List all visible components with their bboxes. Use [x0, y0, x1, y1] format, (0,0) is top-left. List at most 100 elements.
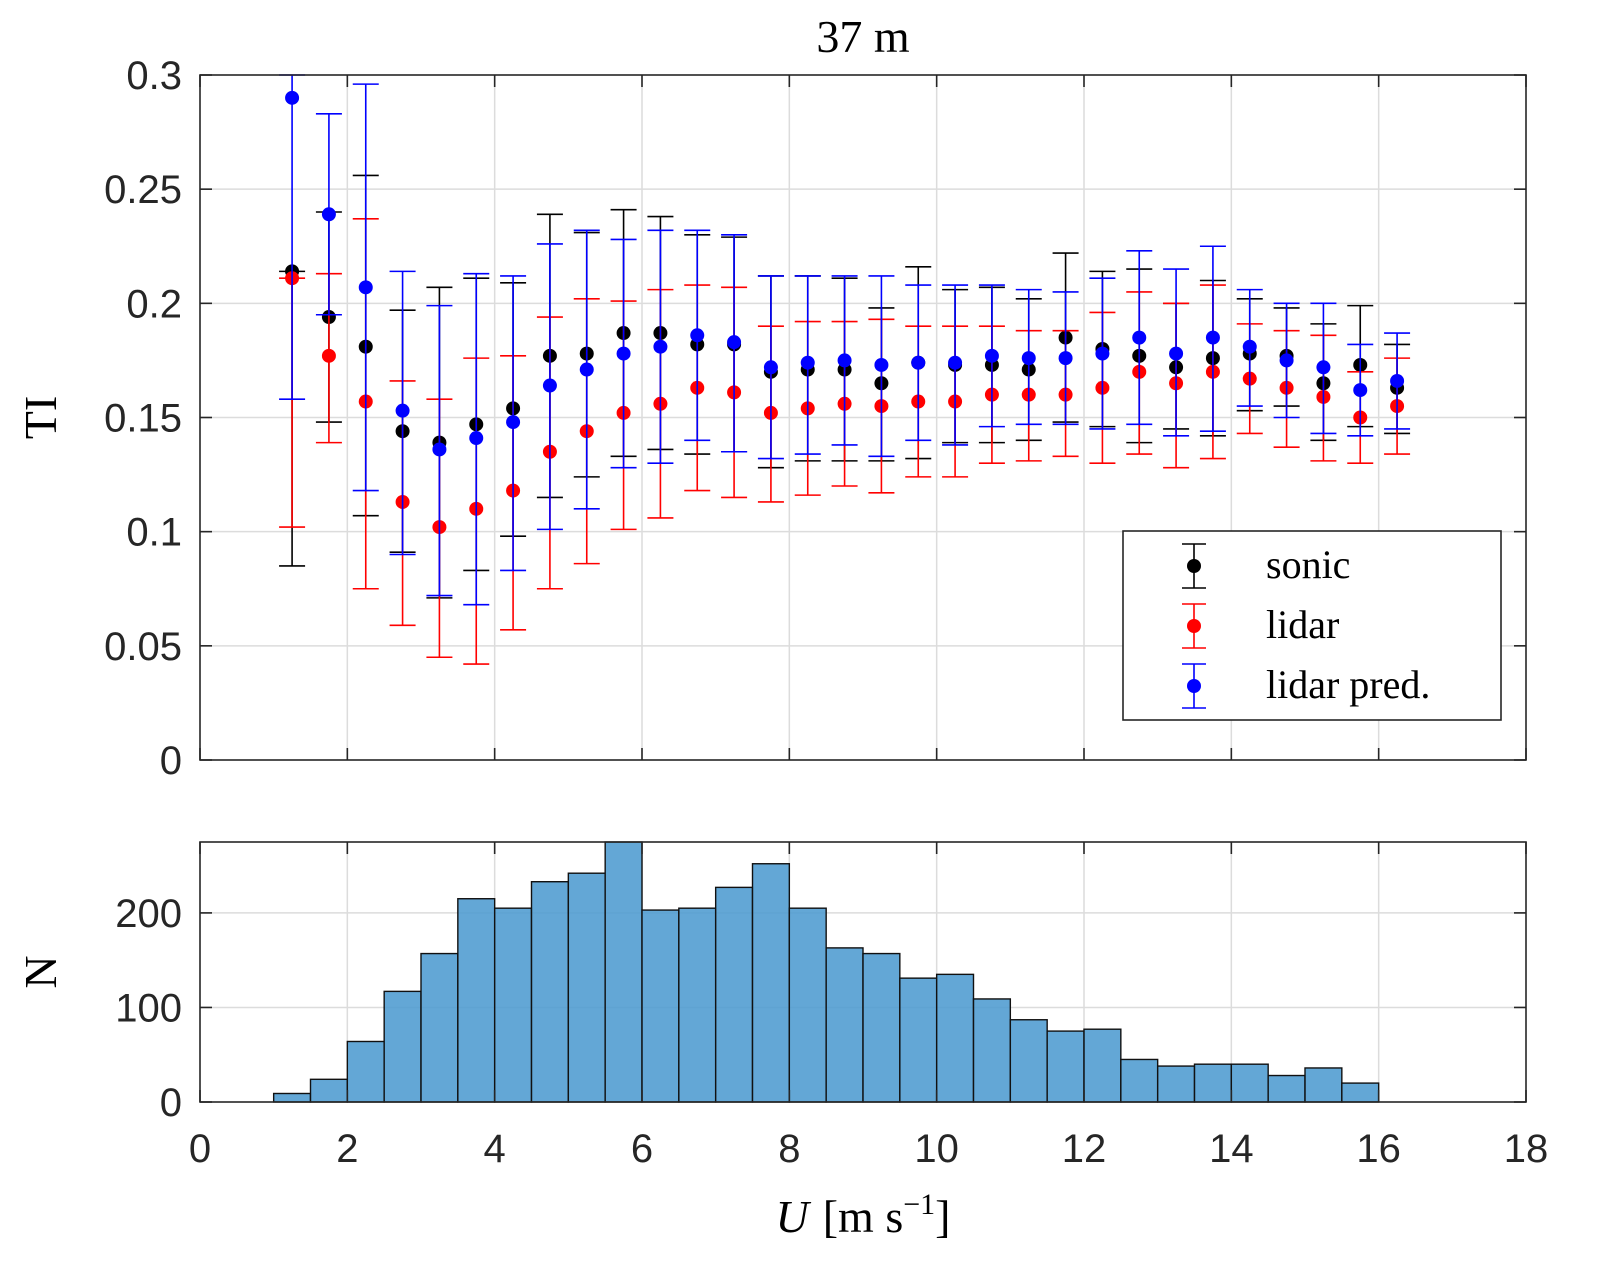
data-point	[1353, 383, 1368, 398]
data-point	[653, 339, 668, 354]
ti-y-tick-label: 0.05	[104, 625, 182, 669]
histogram-bar	[751, 863, 791, 1103]
data-point	[1279, 353, 1294, 368]
data-point	[1242, 339, 1257, 354]
histogram-bar	[1267, 1074, 1306, 1103]
histogram-bar	[1304, 1067, 1343, 1103]
x-tick-label: 16	[1356, 1127, 1401, 1171]
x-tick-label: 4	[484, 1127, 506, 1171]
histogram-y-tick-label: 100	[115, 986, 182, 1030]
x-tick-label: 2	[336, 1127, 358, 1171]
data-point	[1058, 351, 1073, 366]
x-axis-label: U [m s−1]	[776, 1188, 951, 1242]
data-point	[506, 415, 521, 430]
x-axis-label-unit: [m s	[823, 1191, 904, 1242]
histogram-bar	[641, 909, 680, 1103]
legend-label: lidar	[1266, 602, 1339, 647]
histogram-y-axis-label: N	[15, 955, 66, 988]
histogram-bar	[972, 998, 1012, 1103]
histogram-bars	[272, 841, 1380, 1103]
data-point	[763, 360, 778, 375]
histogram-bar	[272, 1092, 312, 1103]
histogram-bar	[567, 872, 606, 1103]
data-point	[285, 90, 300, 105]
histogram-bar	[1120, 1058, 1159, 1103]
x-tick-label: 6	[631, 1127, 653, 1171]
x-axis-label-close: ]	[935, 1191, 950, 1242]
ti-y-tick-labels: 0 0.05 0.1 0.15 0.2 0.25 0.3	[104, 54, 182, 783]
histogram-bar	[1156, 1065, 1196, 1103]
ti-y-tick-label: 0.1	[126, 511, 182, 555]
histogram-bar	[935, 973, 975, 1103]
histogram-bar	[604, 841, 643, 1103]
legend-label: lidar pred.	[1266, 662, 1430, 707]
series-lidar-pred	[279, 74, 1411, 606]
histogram-bar	[420, 952, 459, 1103]
legend-entries: sonic lidar lidar pred.	[1182, 542, 1430, 709]
histogram-bar	[309, 1078, 349, 1103]
histogram-bar	[714, 886, 754, 1103]
x-tick-label: 10	[914, 1127, 959, 1171]
histogram-bar	[1193, 1063, 1233, 1103]
x-tick-label: 18	[1504, 1127, 1549, 1171]
histogram-bar	[788, 907, 827, 1103]
data-point	[321, 207, 336, 222]
ti-y-tick-label: 0.3	[126, 54, 182, 98]
histogram-bar	[383, 990, 422, 1103]
histogram-axes-frame	[199, 841, 1527, 1103]
legend-entry: sonic	[1182, 542, 1350, 589]
ti-y-axis-label: TI	[15, 396, 66, 439]
data-point	[321, 348, 336, 363]
data-point	[948, 355, 963, 370]
x-tick-label: 0	[189, 1127, 211, 1171]
data-point	[579, 362, 594, 377]
histogram-bar	[1230, 1063, 1269, 1103]
x-tick-label: 14	[1209, 1127, 1254, 1171]
x-tick-label: 12	[1062, 1127, 1107, 1171]
histogram-bar	[346, 1040, 385, 1103]
histogram-y-tick-label: 200	[115, 892, 182, 936]
legend-marker	[1187, 619, 1201, 633]
histogram-bar	[825, 947, 864, 1103]
data-point	[432, 442, 447, 457]
ti-y-tick-label: 0	[160, 739, 182, 783]
histogram-bar	[1009, 1019, 1048, 1103]
histogram-bar	[493, 907, 533, 1103]
x-axis-label-exponent: −1	[903, 1188, 935, 1221]
legend: sonic lidar lidar pred.	[1122, 530, 1502, 721]
ti-axes-frame	[199, 74, 1527, 761]
ti-data-marks	[279, 74, 1411, 665]
data-point	[395, 403, 410, 418]
histogram-bar	[899, 977, 938, 1103]
x-tick-label: 8	[778, 1127, 800, 1171]
data-point	[1205, 330, 1220, 345]
ti-y-tick-label: 0.2	[126, 282, 182, 326]
data-point	[1316, 360, 1331, 375]
data-point	[1021, 351, 1036, 366]
data-point	[911, 355, 926, 370]
data-point	[616, 346, 631, 361]
data-point	[690, 328, 705, 343]
histogram-bar	[862, 952, 901, 1103]
histogram-bar	[530, 881, 570, 1103]
histogram-panel: 0 100 200 0 2 4 6 8 10 12 14 16 18 N U [m s−1]	[15, 841, 1548, 1242]
data-point	[469, 431, 484, 446]
histogram-y-tick-labels: 0 100 200	[115, 892, 182, 1125]
legend-entry: lidar pred.	[1182, 662, 1430, 709]
chart-title: 37 m	[816, 11, 910, 62]
histogram-x-tick-labels: 0 2 4 6 8 10 12 14 16 18	[189, 1127, 1548, 1171]
data-point	[874, 357, 889, 372]
legend-label: sonic	[1266, 542, 1350, 587]
legend-entry: lidar	[1182, 602, 1339, 649]
data-point	[984, 348, 999, 363]
data-point	[1390, 373, 1405, 388]
ti-panel: 0 0.05 0.1 0.15 0.2 0.25 0.3 37 m TI sonic lida…	[15, 11, 1527, 783]
data-point	[837, 353, 852, 368]
histogram-bar	[1083, 1028, 1122, 1103]
ti-y-tick-label: 0.25	[104, 168, 182, 212]
data-point	[358, 280, 373, 295]
data-point	[542, 378, 557, 393]
data-point	[1169, 346, 1184, 361]
data-point	[1095, 346, 1110, 361]
